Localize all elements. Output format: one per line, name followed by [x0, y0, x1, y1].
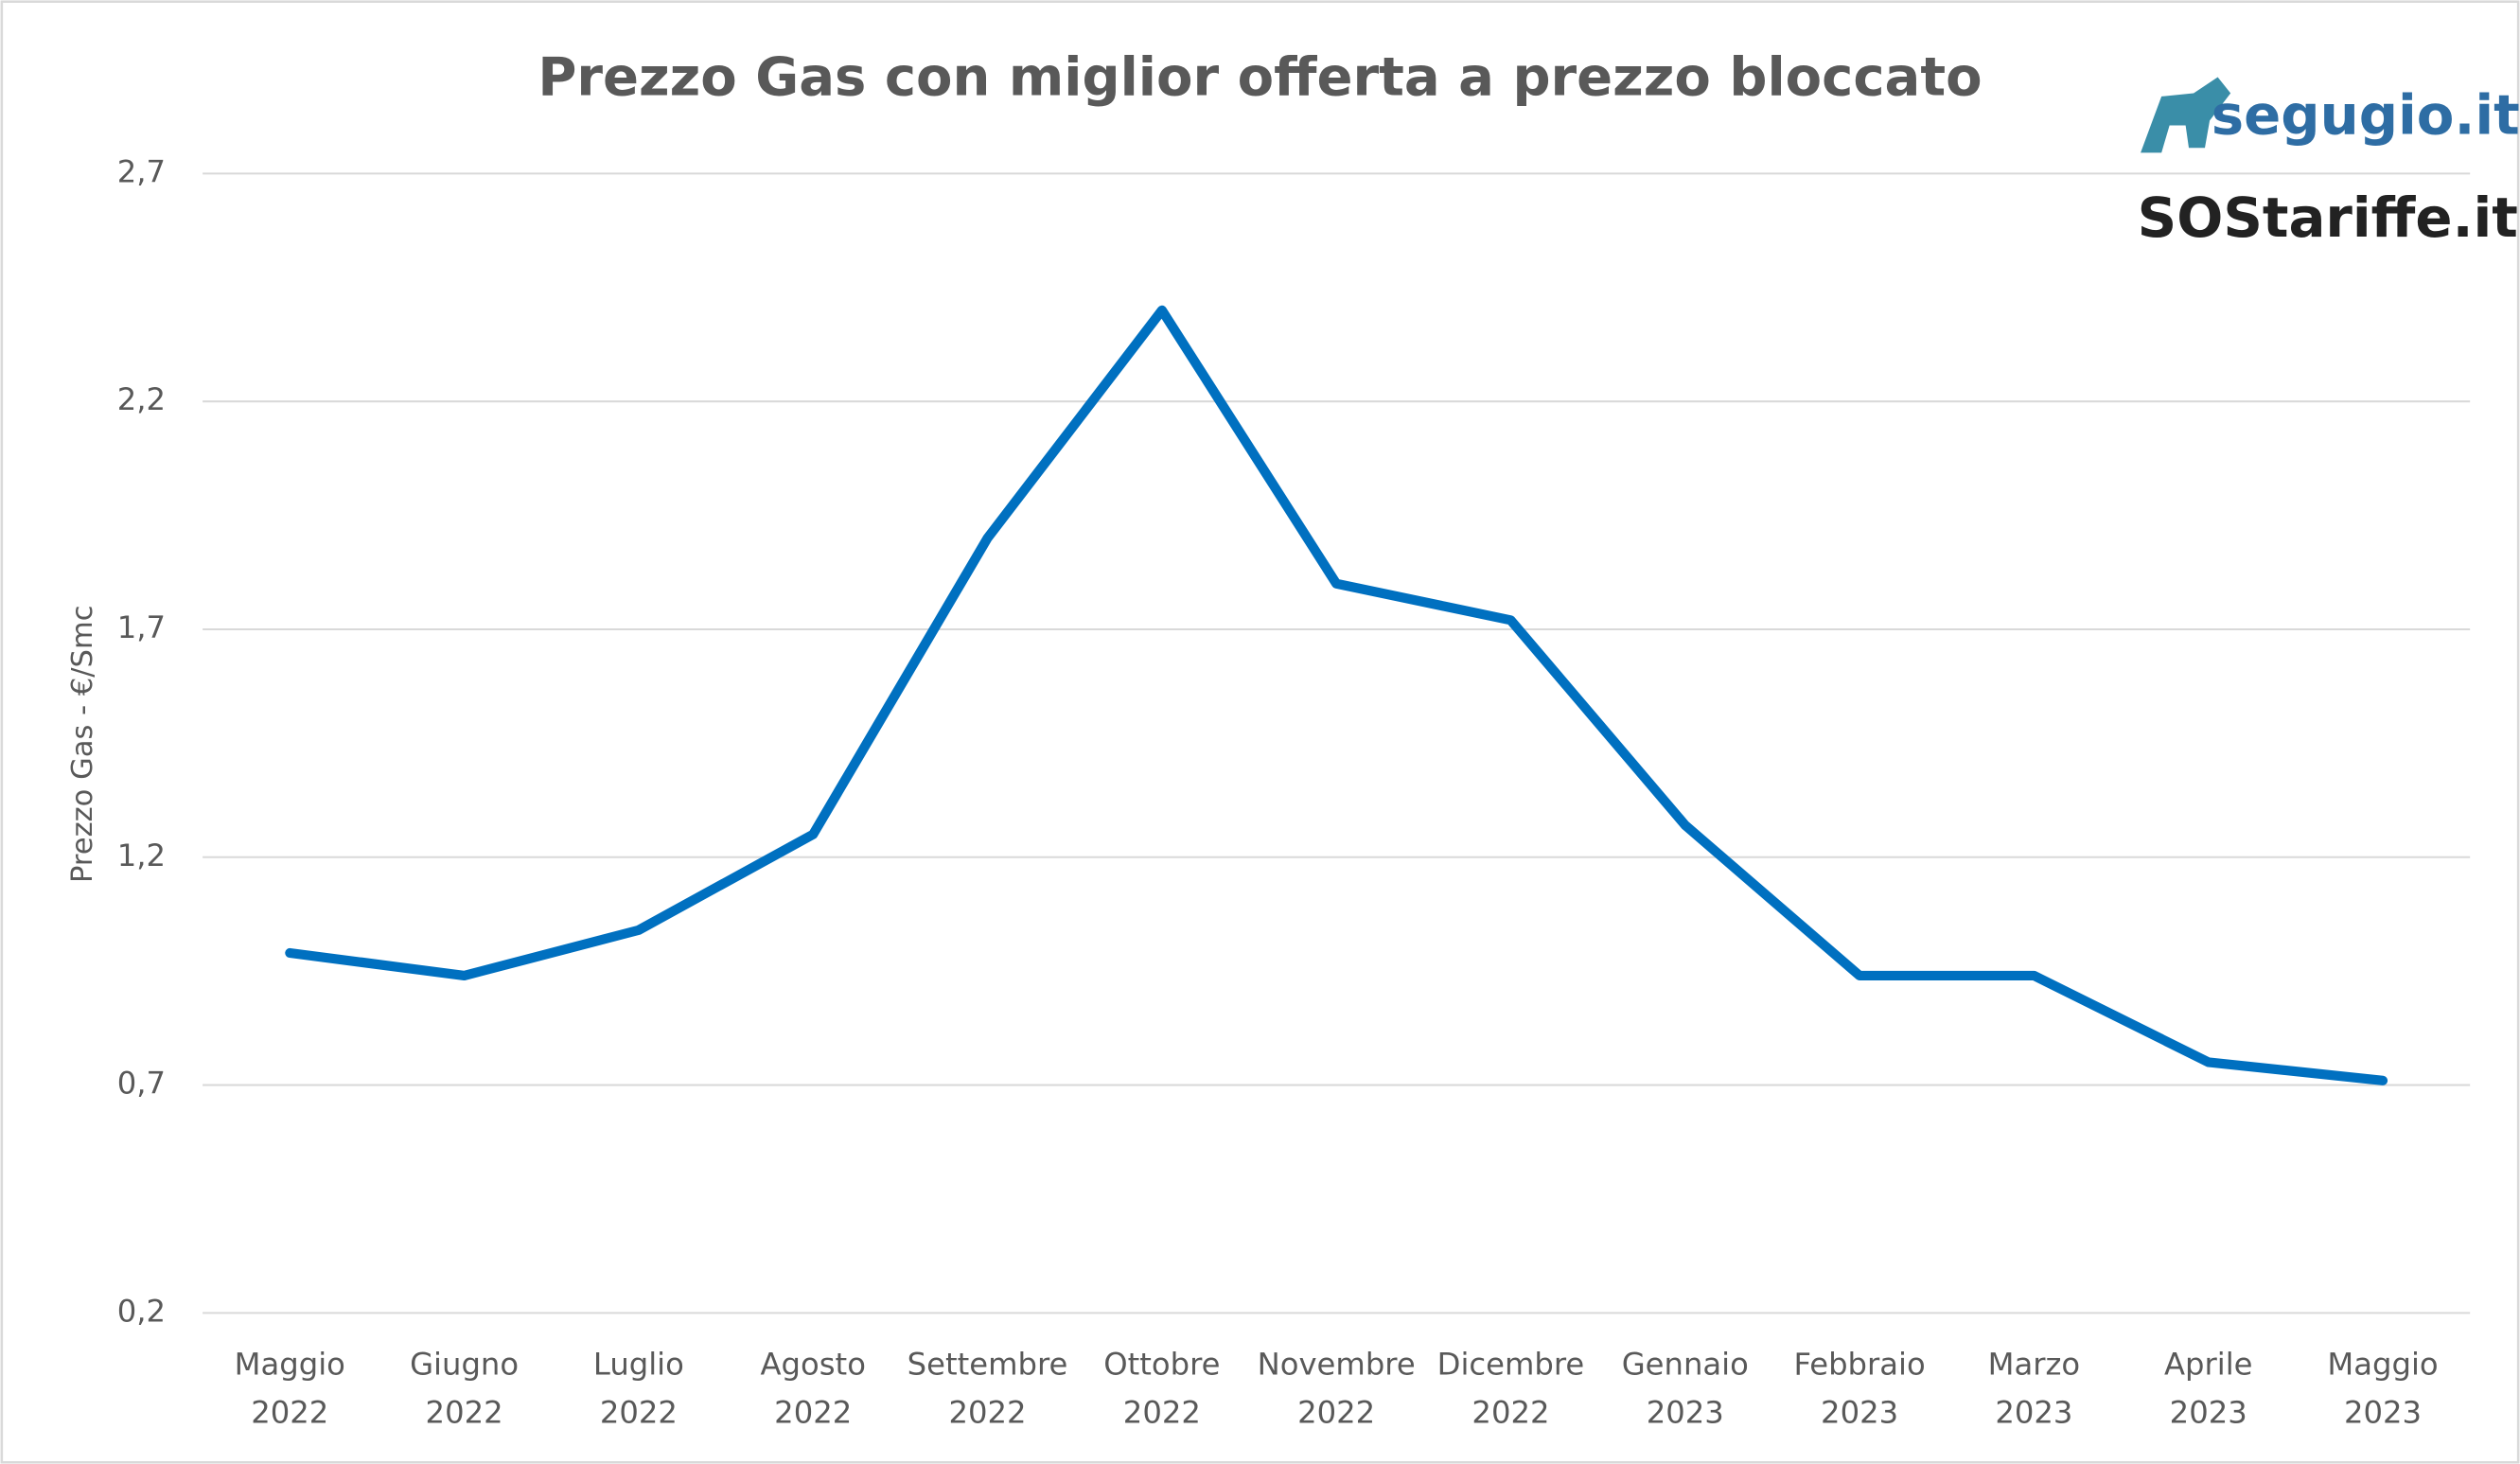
logo-text: segugio.it — [2212, 82, 2520, 147]
x-tick-label: Novembre 2022 — [1258, 1346, 1416, 1430]
y-tick-label: 2,7 — [117, 153, 166, 189]
x-tick-label-line: 2022 — [600, 1394, 678, 1430]
x-tick-label-line: Luglio — [593, 1346, 684, 1382]
x-tick-label-line: 2022 — [426, 1394, 503, 1430]
x-tick-label-line: 2023 — [1995, 1394, 2072, 1430]
y-tick-label: 0,2 — [117, 1293, 166, 1329]
x-tick-label-line: 2022 — [948, 1394, 1026, 1430]
x-tick-label-line: Maggio — [2327, 1346, 2438, 1382]
x-tick-label-line: 2022 — [1297, 1394, 1375, 1430]
x-tick-label-line: Agosto — [760, 1346, 865, 1382]
x-tick-label: Maggio 2022 — [235, 1346, 345, 1430]
x-tick-label-line: Dicembre — [1437, 1346, 1585, 1382]
x-tick-label-line: Settembre — [908, 1346, 1068, 1382]
y-axis-title: Prezzo Gas - €/Smc — [66, 606, 99, 883]
x-tick-label: Marzo 2023 — [1988, 1346, 2081, 1430]
logo-segugio: segugio.it — [2141, 77, 2520, 153]
x-tick-label-line: 2023 — [1647, 1394, 1724, 1430]
x-tick-label-line: 2023 — [2170, 1394, 2247, 1430]
logo-icon — [2141, 77, 2231, 153]
y-tick-label: 2,2 — [117, 381, 166, 417]
x-tick-label: Agosto 2022 — [760, 1346, 865, 1430]
x-tick-label-line: Febbraio — [1793, 1346, 1925, 1382]
x-tick-label-line: 2023 — [1821, 1394, 1898, 1430]
x-tick-label: Aprile 2023 — [2164, 1346, 2253, 1430]
x-tick-label-line: 2022 — [774, 1394, 852, 1430]
x-tick-label: Gennaio 2023 — [1622, 1346, 1749, 1430]
data-line — [285, 305, 2388, 1085]
x-tick-label: Luglio 2022 — [593, 1346, 684, 1430]
y-tick-label: 1,2 — [117, 838, 166, 873]
x-tick-label-line: Marzo — [1988, 1346, 2081, 1382]
x-tick-label: Dicembre 2022 — [1437, 1346, 1585, 1430]
x-tick-label-line: Novembre — [1258, 1346, 1416, 1382]
logo-text: SOStariffe.it — [2138, 185, 2518, 250]
chart-title: Prezzo Gas con miglior offerta a prezzo … — [537, 47, 1982, 109]
x-tick-label: Febbraio 2023 — [1793, 1346, 1925, 1430]
x-tick-label-line: 2022 — [1471, 1394, 1549, 1430]
x-tick-label-line: 2023 — [2344, 1394, 2422, 1430]
y-tick-label: 0,7 — [117, 1066, 166, 1102]
x-tick-label-line: Maggio — [235, 1346, 345, 1382]
x-tick-label: Maggio 2023 — [2327, 1346, 2438, 1430]
x-tick-label-line: Giugno — [410, 1346, 519, 1382]
y-tick-label: 1,7 — [117, 609, 166, 645]
x-tick-label-line: Ottobre — [1103, 1346, 1220, 1382]
x-tick-label-line: 2022 — [1123, 1394, 1201, 1430]
x-tick-label: Ottobre 2022 — [1103, 1346, 1220, 1430]
x-tick-label-line: Aprile — [2164, 1346, 2253, 1382]
x-tick-label-line: 2022 — [251, 1394, 328, 1430]
x-tick-label-line: Gennaio — [1622, 1346, 1749, 1382]
x-tick-label: Giugno 2022 — [410, 1346, 519, 1430]
x-tick-label: Settembre 2022 — [908, 1346, 1068, 1430]
